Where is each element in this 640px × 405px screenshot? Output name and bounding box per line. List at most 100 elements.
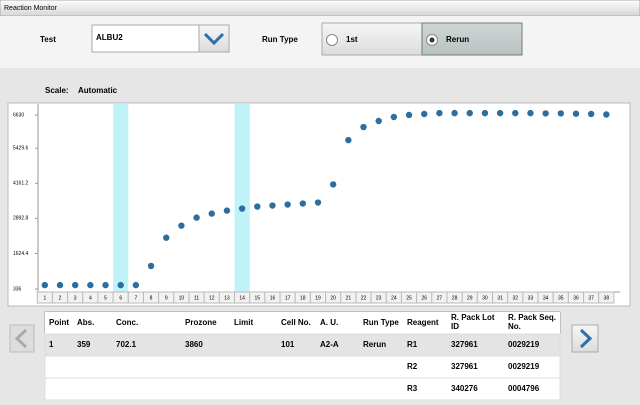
x-tick-label: 12 — [209, 295, 215, 301]
x-tick-label: 3 — [74, 295, 77, 301]
option-label: Rerun — [446, 35, 469, 44]
next-arrow — [579, 328, 593, 349]
x-tick-label: 25 — [406, 295, 412, 301]
data-point — [345, 136, 352, 144]
table-cell: A2-A — [320, 340, 339, 349]
data-point — [405, 111, 413, 119]
run-type-option[interactable] — [321, 22, 423, 56]
prev-button[interactable] — [9, 324, 35, 353]
y-tick-label: 5429.6 — [13, 146, 29, 152]
data-point — [193, 214, 200, 221]
x-tick-label: 23 — [376, 295, 382, 301]
x-tick-label: 28 — [452, 295, 458, 301]
x-tick — [598, 291, 615, 304]
y-tick-label: 1624.4 — [13, 251, 29, 257]
data-point — [238, 205, 246, 212]
data-point — [466, 109, 473, 117]
data-point — [436, 109, 443, 117]
data-point — [208, 210, 215, 217]
data-point — [329, 181, 337, 188]
dropdown-button[interactable] — [198, 24, 230, 53]
data-point — [421, 110, 428, 118]
x-tick-label: 26 — [421, 295, 427, 301]
data-point — [512, 109, 519, 117]
x-tick-label: 29 — [467, 295, 473, 301]
data-point — [254, 203, 261, 210]
x-tick-label: 38 — [604, 295, 610, 301]
column-header: Cell No. — [281, 318, 311, 327]
x-tick-label: 20 — [330, 295, 336, 301]
header-row — [45, 312, 560, 334]
test-dropdown[interactable] — [91, 24, 200, 53]
data-point — [41, 281, 49, 289]
column-header: Reagent — [407, 318, 439, 327]
data-point — [587, 110, 595, 118]
table-cell: R3 — [407, 384, 418, 393]
table-cell: Rerun — [363, 340, 386, 349]
data-point — [117, 281, 124, 289]
x-tick-label: 14 — [239, 295, 245, 301]
x-tick-label: 10 — [179, 295, 185, 301]
x-tick-label: 34 — [543, 295, 549, 301]
data-point — [481, 109, 489, 117]
table-row — [44, 377, 561, 401]
x-tick-label: 1 — [43, 295, 46, 301]
column-header: R. Pack Lot ID — [451, 313, 495, 331]
next-button[interactable] — [571, 324, 599, 353]
x-tick-label: 13 — [224, 295, 230, 301]
table-cell: 0004796 — [508, 384, 540, 393]
radio-dot — [429, 37, 435, 43]
prev-arrow — [14, 328, 28, 349]
data-point — [163, 234, 170, 241]
column-header: Prozone — [185, 318, 217, 327]
title-bar — [0, 0, 640, 17]
table-cell: 101 — [281, 340, 295, 349]
run-type-option[interactable] — [421, 22, 523, 56]
x-tick-label: 15 — [255, 295, 261, 301]
data-point — [269, 202, 276, 209]
y-tick-label: 6630 — [13, 112, 24, 118]
x-tick-label: 17 — [285, 295, 291, 301]
table-cell: 0029219 — [508, 340, 540, 349]
data-point — [314, 199, 322, 206]
option-label: 1st — [346, 35, 358, 44]
data-point — [87, 281, 94, 289]
table-cell: 0029219 — [508, 362, 540, 371]
x-tick-label: 19 — [315, 295, 321, 301]
test-label: Test — [40, 35, 56, 44]
data-point — [178, 222, 185, 229]
data-point — [451, 109, 458, 117]
data-point — [557, 110, 565, 117]
window-title: Reaction Monitor — [4, 5, 58, 12]
column-header: Run Type — [363, 318, 399, 327]
data-point — [147, 262, 155, 270]
y-tick-label: 2892.8 — [13, 216, 29, 222]
x-tick-label: 7 — [134, 295, 137, 301]
x-tick-label: 6 — [119, 295, 122, 301]
column-header: R. Pack Seq. No. — [508, 313, 556, 331]
table-row — [44, 355, 561, 379]
data-point — [56, 281, 64, 289]
x-tick-label: 31 — [497, 295, 503, 301]
data-point — [390, 113, 398, 121]
x-tick-label: 9 — [165, 295, 168, 301]
table-cell: R2 — [407, 362, 418, 371]
x-tick-label: 11 — [194, 295, 199, 301]
scale-label: Scale: — [45, 86, 69, 95]
y-tick-label: 4161.2 — [13, 181, 29, 187]
table-cell: 359 — [77, 340, 91, 349]
test-value: ALBU2 — [96, 33, 123, 42]
table-cell: 1 — [49, 340, 54, 349]
data-point — [527, 109, 534, 117]
data-point — [572, 110, 580, 117]
column-header: Point — [49, 318, 69, 327]
highlight-band — [113, 104, 129, 292]
data-point — [496, 109, 504, 117]
data-point — [375, 117, 382, 125]
table-cell: 3860 — [185, 340, 203, 349]
x-tick-label: 36 — [573, 295, 579, 301]
data-point — [360, 123, 367, 131]
x-tick-label: 35 — [558, 295, 564, 301]
data-point — [223, 207, 231, 214]
